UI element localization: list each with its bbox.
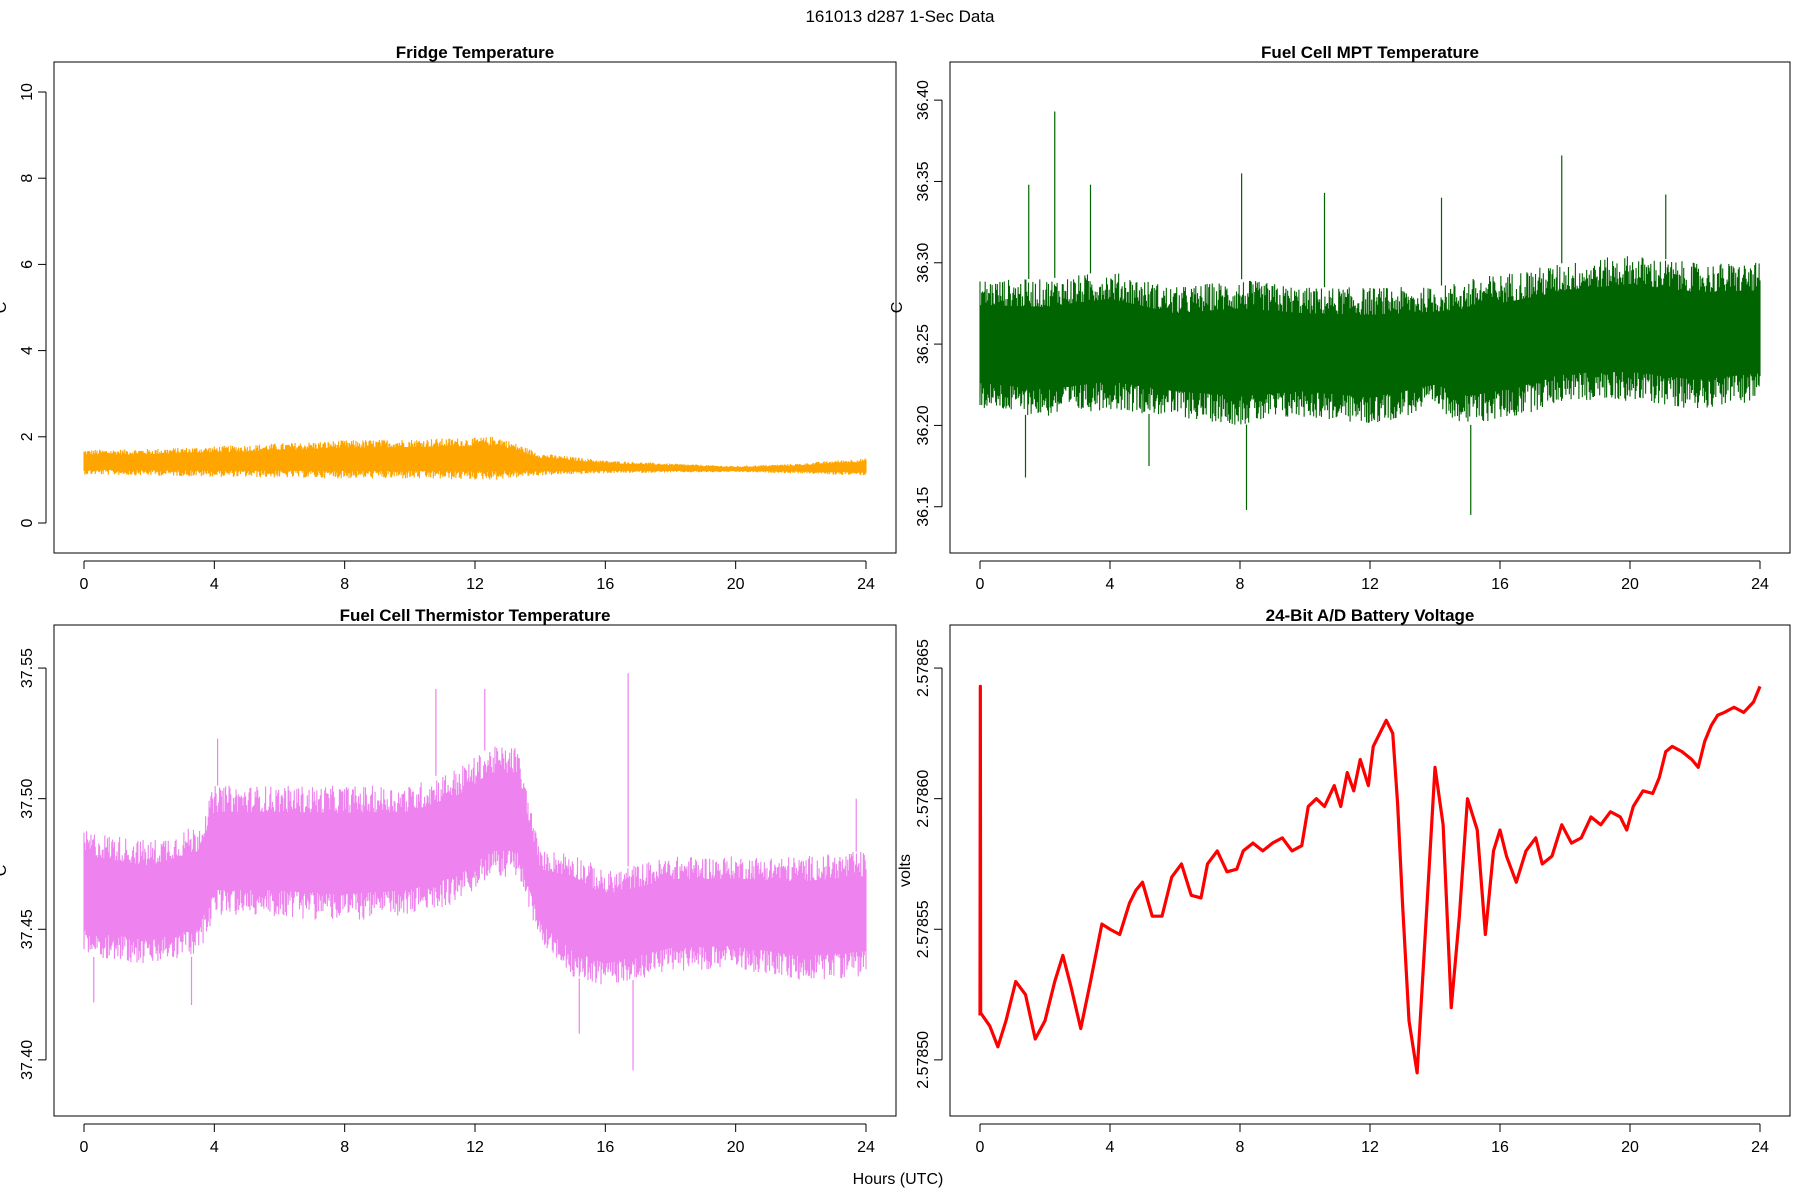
- battery-voltage-panel: 24-Bit A/D Battery Voltage 0 4 8 12 16 20 24 2.5…: [897, 606, 1791, 1156]
- thermistor-temp-x-tick-label: 24: [857, 1139, 875, 1156]
- figure-suptitle: 161013 d287 1-Sec Data: [805, 7, 995, 26]
- mpt-temp-x-tick-label: 16: [1491, 576, 1509, 593]
- mpt-temp-x-axis: 0 4 8 12 16 20 24: [976, 560, 1769, 593]
- mpt-temp-series: [979, 111, 1761, 515]
- battery-voltage-x-tick-label: 8: [1236, 1139, 1245, 1156]
- battery-voltage-y-tick-label: 2.57865: [915, 639, 932, 697]
- mpt-temp-x-tick-label: 24: [1751, 576, 1769, 593]
- battery-voltage-line: [978, 684, 1762, 1075]
- mpt-temp-y-tick-label: 36.20: [915, 405, 932, 445]
- fridge-temp-y-tick-label: 10: [19, 83, 36, 101]
- fridge-temp-y-tick-label: 8: [19, 174, 36, 183]
- mpt-temp-x-tick-label: 12: [1361, 576, 1379, 593]
- mpt-temp-y-tick-label: 36.40: [915, 80, 932, 120]
- thermistor-temp-x-tick-label: 4: [210, 1139, 219, 1156]
- mpt-temp-title: Fuel Cell MPT Temperature: [1261, 43, 1479, 62]
- thermistor-temp-y-tick-label: 37.40: [19, 1040, 36, 1080]
- mpt-temp-x-tick-label: 4: [1106, 576, 1115, 593]
- fridge-temp-x-tick-label: 12: [466, 576, 484, 593]
- thermistor-temp-x-tick-label: 8: [340, 1139, 349, 1156]
- mpt-temp-x-tick-label: 0: [976, 576, 985, 593]
- battery-voltage-y-tick-label: 2.57860: [915, 770, 932, 828]
- thermistor-temp-y-axis-label: C: [0, 865, 10, 877]
- fridge-temp-x-tick-label: 20: [727, 576, 745, 593]
- thermistor-temp-band: [84, 772, 866, 964]
- thermistor-temp-series: [83, 673, 867, 1071]
- fridge-temp-y-axis-label: C: [0, 302, 10, 314]
- thermistor-temp-y-tick-label: 37.55: [19, 648, 36, 688]
- fridge-temp-y-axis: 0 2 4 6 8 10: [19, 83, 47, 527]
- fridge-temp-x-axis: 0 4 8 12 16 20 24: [80, 560, 875, 593]
- thermistor-temp-x-tick-label: 16: [596, 1139, 614, 1156]
- mpt-temp-panel: Fuel Cell MPT Temperature 0 4 8 12 16 20 24 36.1…: [889, 43, 1791, 593]
- mpt-temp-y-tick-label: 36.25: [915, 324, 932, 364]
- panels-group: Fridge Temperature048121620240246810CFue…: [0, 43, 1791, 1156]
- battery-voltage-x-tick-label: 20: [1621, 1139, 1639, 1156]
- fridge-temp-panel: Fridge Temperature048121620240246810C: [0, 43, 897, 593]
- fridge-temp-x-tick-label: 4: [210, 576, 219, 593]
- battery-voltage-title: 24-Bit A/D Battery Voltage: [1266, 606, 1475, 625]
- thermistor-temp-y-tick-label: 37.50: [19, 779, 36, 819]
- thermistor-temp-panel: Fuel Cell Thermistor Temperature 0 4 8 12 16 2…: [0, 606, 897, 1156]
- fridge-temp-band: [84, 444, 866, 473]
- mpt-temp-y-tick-label: 36.35: [915, 161, 932, 201]
- fridge-temp-y-tick-label: 6: [19, 260, 36, 269]
- battery-voltage-y-axis-label: volts: [897, 854, 914, 887]
- battery-voltage-x-tick-label: 16: [1491, 1139, 1509, 1156]
- battery-voltage-x-tick-label: 12: [1361, 1139, 1379, 1156]
- battery-voltage-series: [978, 684, 1762, 1075]
- fridge-temp-x-tick-label: 16: [596, 576, 614, 593]
- battery-voltage-x-axis: 0 4 8 12 16 20 24: [976, 1123, 1769, 1156]
- fridge-temp-series: [83, 436, 867, 480]
- thermistor-temp-y-axis: 37.40 37.45 37.50 37.55: [19, 648, 47, 1080]
- thermistor-temp-x-tick-label: 12: [466, 1139, 484, 1156]
- mpt-temp-y-axis-label: C: [889, 302, 906, 314]
- battery-voltage-plot-box: [949, 624, 1791, 1117]
- figure-x-axis-label: Hours (UTC): [853, 1171, 944, 1188]
- thermistor-temp-plot-box: [53, 624, 897, 1117]
- mpt-temp-x-tick-label: 8: [1236, 576, 1245, 593]
- fridge-temp-y-tick-label: 0: [19, 518, 36, 527]
- fridge-temp-title: Fridge Temperature: [396, 43, 554, 62]
- mpt-temp-x-tick-label: 20: [1621, 576, 1639, 593]
- thermistor-temp-x-tick-label: 0: [80, 1139, 89, 1156]
- thermistor-temp-y-tick-label: 37.45: [19, 909, 36, 949]
- fridge-temp-y-tick-label: 2: [19, 432, 36, 441]
- fridge-temp-plot-box: [53, 61, 897, 554]
- mpt-temp-y-tick-label: 36.15: [915, 487, 932, 527]
- mpt-temp-y-axis: 36.15 36.20 36.25 36.30 36.35 36.40: [915, 80, 943, 527]
- battery-voltage-y-tick-label: 2.57855: [915, 900, 932, 958]
- fridge-temp-x-tick-label: 8: [340, 576, 349, 593]
- mpt-temp-plot-box: [949, 61, 1791, 554]
- mpt-temp-band: [980, 283, 1760, 398]
- mpt-temp-y-tick-label: 36.30: [915, 243, 932, 283]
- fridge-temp-y-tick-label: 4: [19, 346, 36, 355]
- fridge-temp-x-tick-label: 0: [80, 576, 89, 593]
- battery-voltage-x-tick-label: 4: [1106, 1139, 1115, 1156]
- battery-voltage-x-tick-label: 0: [976, 1139, 985, 1156]
- battery-voltage-x-tick-label: 24: [1751, 1139, 1769, 1156]
- thermistor-temp-x-axis: 0 4 8 12 16 20 24: [80, 1123, 875, 1156]
- battery-voltage-y-axis: 2.57850 2.57855 2.57860 2.57865: [915, 639, 943, 1089]
- fridge-temp-x-tick-label: 24: [857, 576, 875, 593]
- thermistor-temp-title: Fuel Cell Thermistor Temperature: [340, 606, 611, 625]
- thermistor-temp-x-tick-label: 20: [727, 1139, 745, 1156]
- battery-voltage-y-tick-label: 2.57850: [915, 1031, 932, 1089]
